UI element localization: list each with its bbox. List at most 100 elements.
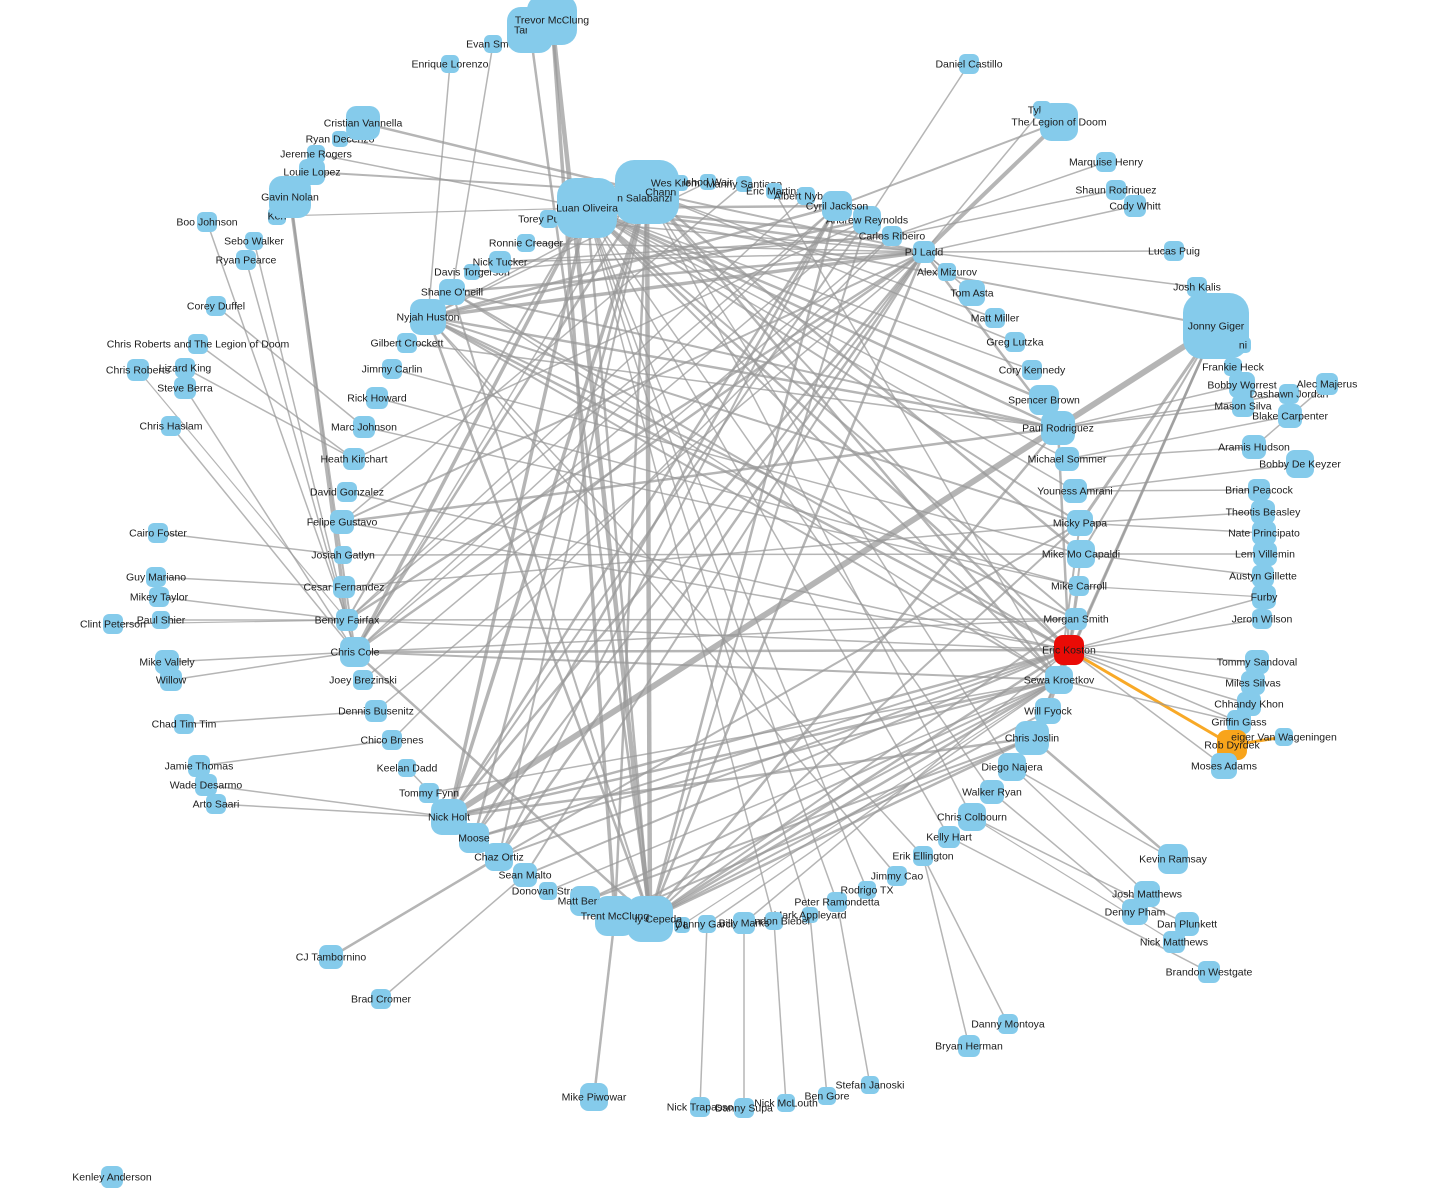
graph-node[interactable]: Aramis Hudson (1218, 435, 1290, 459)
node-box[interactable] (1067, 510, 1093, 536)
node-box[interactable] (397, 333, 417, 353)
graph-node[interactable]: Billy Marks (719, 912, 770, 934)
node-box[interactable] (733, 912, 755, 934)
graph-node[interactable]: Keelan Dadd (377, 759, 438, 777)
node-box[interactable] (1316, 373, 1338, 395)
graph-node[interactable]: Sebo Walker (224, 232, 284, 250)
graph-node[interactable]: Boo Johnson (176, 212, 238, 232)
node-box[interactable] (1286, 450, 1314, 478)
graph-node[interactable]: Kenley Anderson (72, 1166, 152, 1188)
graph-node[interactable]: Chris Haslam (139, 416, 203, 436)
node-box[interactable] (913, 846, 933, 866)
node-box[interactable] (1211, 753, 1237, 779)
node-box[interactable] (148, 523, 168, 543)
node-box[interactable] (913, 241, 935, 263)
graph-node[interactable]: Bobby Worrest (1207, 372, 1277, 398)
node-box[interactable] (1041, 411, 1075, 445)
node-box[interactable] (858, 881, 876, 899)
node-box[interactable] (1065, 608, 1087, 630)
graph-node[interactable]: Enrique Lorenzo (411, 55, 489, 73)
node-box[interactable] (431, 799, 467, 835)
node-box[interactable] (1163, 931, 1185, 953)
node-box[interactable] (419, 783, 439, 803)
node-box[interactable] (340, 637, 370, 667)
node-box[interactable] (517, 234, 535, 252)
node-box[interactable] (1232, 395, 1254, 417)
graph-node[interactable]: Nick Trapasso (667, 1097, 734, 1117)
node-box[interactable] (174, 377, 196, 399)
node-box[interactable] (149, 587, 169, 607)
graph-node[interactable]: Kevin Ramsay (1139, 844, 1208, 874)
graph-node[interactable]: Jamie Thomas (165, 755, 234, 777)
node-box[interactable] (1122, 899, 1148, 925)
node-box[interactable] (206, 296, 226, 316)
node-box[interactable] (1241, 671, 1265, 695)
graph-node[interactable]: Blake Carpenter (1252, 404, 1328, 428)
node-box[interactable] (802, 907, 818, 923)
graph-node[interactable]: Rick Howard (347, 387, 407, 409)
node-box[interactable] (333, 576, 355, 598)
graph-node[interactable]: Nick McLouth (754, 1094, 818, 1112)
node-box[interactable] (1252, 565, 1274, 587)
node-box[interactable] (245, 232, 263, 250)
node-box[interactable] (1035, 698, 1061, 724)
node-box[interactable] (736, 176, 752, 192)
graph-node[interactable]: Ryan Pearce (216, 250, 277, 270)
graph-node[interactable]: Chris Roberts (106, 359, 170, 381)
graph-node[interactable]: Brad Cromer (351, 989, 412, 1009)
orange-node-box[interactable] (1217, 730, 1247, 760)
graph-node[interactable]: Brandon Westgate (1166, 961, 1253, 983)
node-box[interactable] (1224, 358, 1242, 376)
graph-node[interactable]: Moose (458, 823, 490, 853)
node-box[interactable] (1198, 961, 1220, 983)
graph-node[interactable]: Theotis Beasley (1226, 500, 1301, 524)
node-box[interactable] (330, 510, 354, 534)
graph-node[interactable]: Heath Kirchart (320, 448, 388, 470)
node-box[interactable] (365, 700, 387, 722)
node-box[interactable] (887, 866, 907, 886)
node-box[interactable] (174, 714, 194, 734)
node-box[interactable] (861, 1076, 879, 1094)
node-box[interactable] (1279, 384, 1299, 404)
node-box[interactable] (103, 614, 123, 634)
node-box[interactable] (1106, 180, 1126, 200)
node-box[interactable] (127, 359, 149, 381)
node-box[interactable] (615, 183, 645, 213)
node-box[interactable] (700, 174, 716, 190)
node-box[interactable] (1252, 609, 1272, 629)
node-box[interactable] (1029, 385, 1059, 415)
node-box[interactable] (439, 279, 465, 305)
graph-node[interactable]: Marc Johnson (331, 416, 397, 438)
graph-node[interactable]: Danny Montoya (971, 1014, 1045, 1034)
node-box[interactable] (698, 915, 716, 933)
node-box[interactable] (595, 896, 635, 936)
graph-node[interactable]: Wade Desarmo (170, 774, 243, 796)
graph-node[interactable]: Cairo Foster (129, 523, 187, 543)
node-box[interactable] (319, 945, 343, 969)
graph-node[interactable]: Jimmy Carlin (362, 359, 423, 379)
node-box[interactable] (441, 55, 459, 73)
node-box[interactable] (197, 212, 217, 232)
node-box[interactable] (985, 308, 1005, 328)
graph-node[interactable]: Luan Oliveira (556, 178, 618, 238)
node-box[interactable] (734, 1098, 754, 1118)
node-box[interactable] (1158, 844, 1188, 874)
node-box[interactable] (337, 482, 357, 502)
graph-node[interactable]: Stefan Janoski (836, 1076, 905, 1094)
node-box[interactable] (690, 1097, 710, 1117)
node-box[interactable] (366, 387, 388, 409)
node-box[interactable] (353, 416, 375, 438)
node-box[interactable] (1175, 912, 1199, 936)
node-box[interactable] (353, 670, 373, 690)
node-box[interactable] (1252, 521, 1276, 545)
graph-node[interactable]: Gilbert Crockett (371, 333, 444, 353)
node-box[interactable] (580, 1083, 608, 1111)
graph-node[interactable]: David Gonzalez (310, 482, 384, 502)
graph-node[interactable]: Lizard King (159, 358, 212, 378)
node-box[interactable] (485, 843, 513, 871)
node-box[interactable] (1253, 542, 1277, 566)
graph-node[interactable]: Nate Principato (1228, 521, 1300, 545)
node-box[interactable] (1005, 332, 1025, 352)
red-node-box[interactable] (1054, 635, 1084, 665)
node-box[interactable] (1242, 435, 1266, 459)
